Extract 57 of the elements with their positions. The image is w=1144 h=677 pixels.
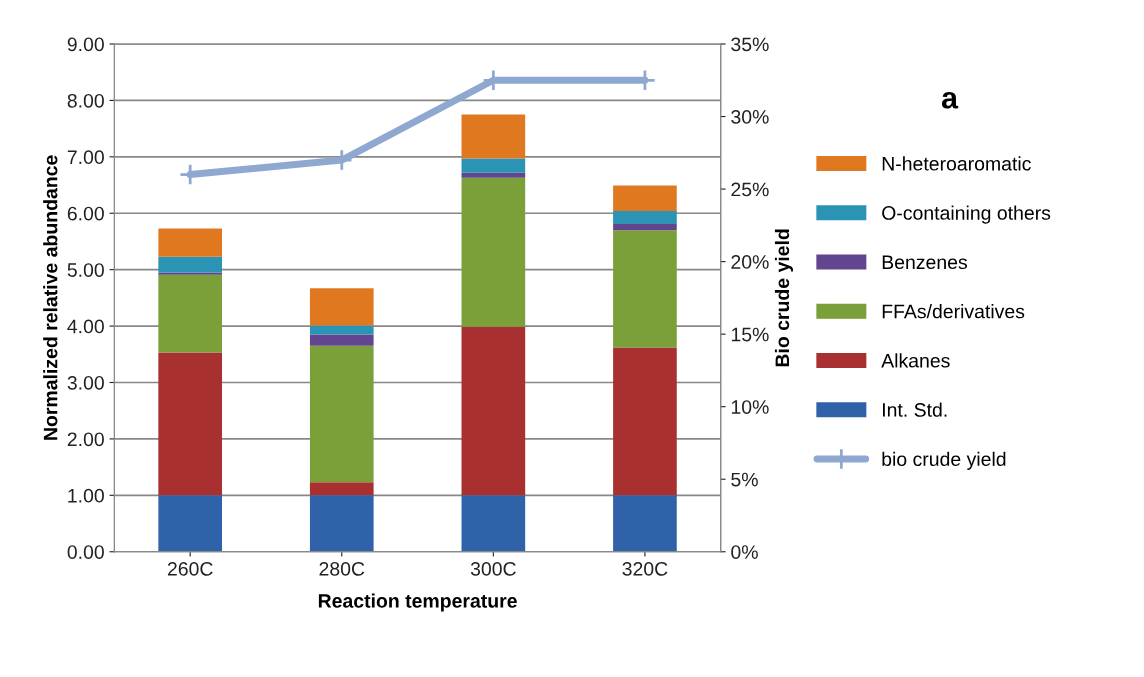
- y-tick-label: 2.00: [67, 432, 104, 447]
- y-tick-label: 4.00: [67, 319, 104, 334]
- y-tick-label: 5.00: [67, 263, 104, 277]
- x-tick-label: 260C: [167, 561, 213, 576]
- y-tick-label: 8.00: [67, 93, 104, 108]
- bar: [461, 158, 526, 173]
- y-tick-label: 6.00: [67, 206, 104, 221]
- y2-tick-label: 15%: [731, 327, 769, 342]
- legend-label: O-containing others: [882, 205, 1051, 224]
- y2-tick-label: 0%: [731, 545, 758, 559]
- bar: [158, 272, 223, 275]
- bar: [158, 256, 223, 273]
- bar: [461, 172, 526, 178]
- legend-label: N-heteroaromatic: [882, 156, 1031, 171]
- bar: [309, 482, 374, 496]
- y-tick-label: 1.00: [68, 488, 104, 503]
- bar: [613, 230, 677, 348]
- y-axis-title: Normalized relative abundance: [43, 155, 58, 440]
- bar: [309, 345, 374, 483]
- x-tick-label: 300C: [470, 561, 516, 576]
- y2-axis-title: Bio crude yield: [774, 229, 794, 367]
- y-tick-label: 9.00: [67, 37, 104, 52]
- y2-tick-label: 10%: [731, 400, 769, 414]
- bar: [461, 495, 526, 552]
- bar: [461, 326, 526, 496]
- bar: [309, 325, 374, 335]
- y-tick-label: 3.00: [67, 375, 104, 390]
- y2-tick-label: 5%: [731, 472, 758, 487]
- legend-label: bio crude yield: [882, 451, 1006, 470]
- legend-label: Benzenes: [882, 255, 967, 270]
- bar: [461, 114, 526, 159]
- y2-tick-label: 30%: [731, 110, 769, 124]
- bar: [158, 228, 223, 257]
- bar: [461, 177, 526, 327]
- y-tick-label: 7.00: [67, 150, 104, 165]
- y2-tick-label: 25%: [731, 182, 769, 197]
- bar: [613, 211, 677, 224]
- bar: [613, 347, 677, 496]
- legend-label: Alkanes: [881, 353, 950, 368]
- x-tick-label: 280C: [319, 561, 365, 576]
- y2-tick-label: 35%: [731, 37, 769, 52]
- bar: [158, 274, 223, 353]
- text: a: [941, 91, 959, 109]
- bar: [613, 223, 677, 231]
- y-tick-label: 0.00: [67, 545, 104, 559]
- legend-label: Int. Std.: [883, 402, 947, 417]
- x-tick-label: 320C: [622, 561, 668, 576]
- bar: [309, 495, 374, 552]
- x-axis-title: Reaction temperature: [318, 593, 517, 612]
- bar: [613, 185, 677, 211]
- bar: [158, 352, 223, 496]
- bar: [309, 334, 374, 346]
- legend-label: FFAs/derivatives: [882, 304, 1025, 319]
- bar: [613, 495, 677, 552]
- y2-tick-label: 20%: [731, 255, 769, 269]
- bar: [309, 288, 374, 326]
- bar: [158, 495, 223, 552]
